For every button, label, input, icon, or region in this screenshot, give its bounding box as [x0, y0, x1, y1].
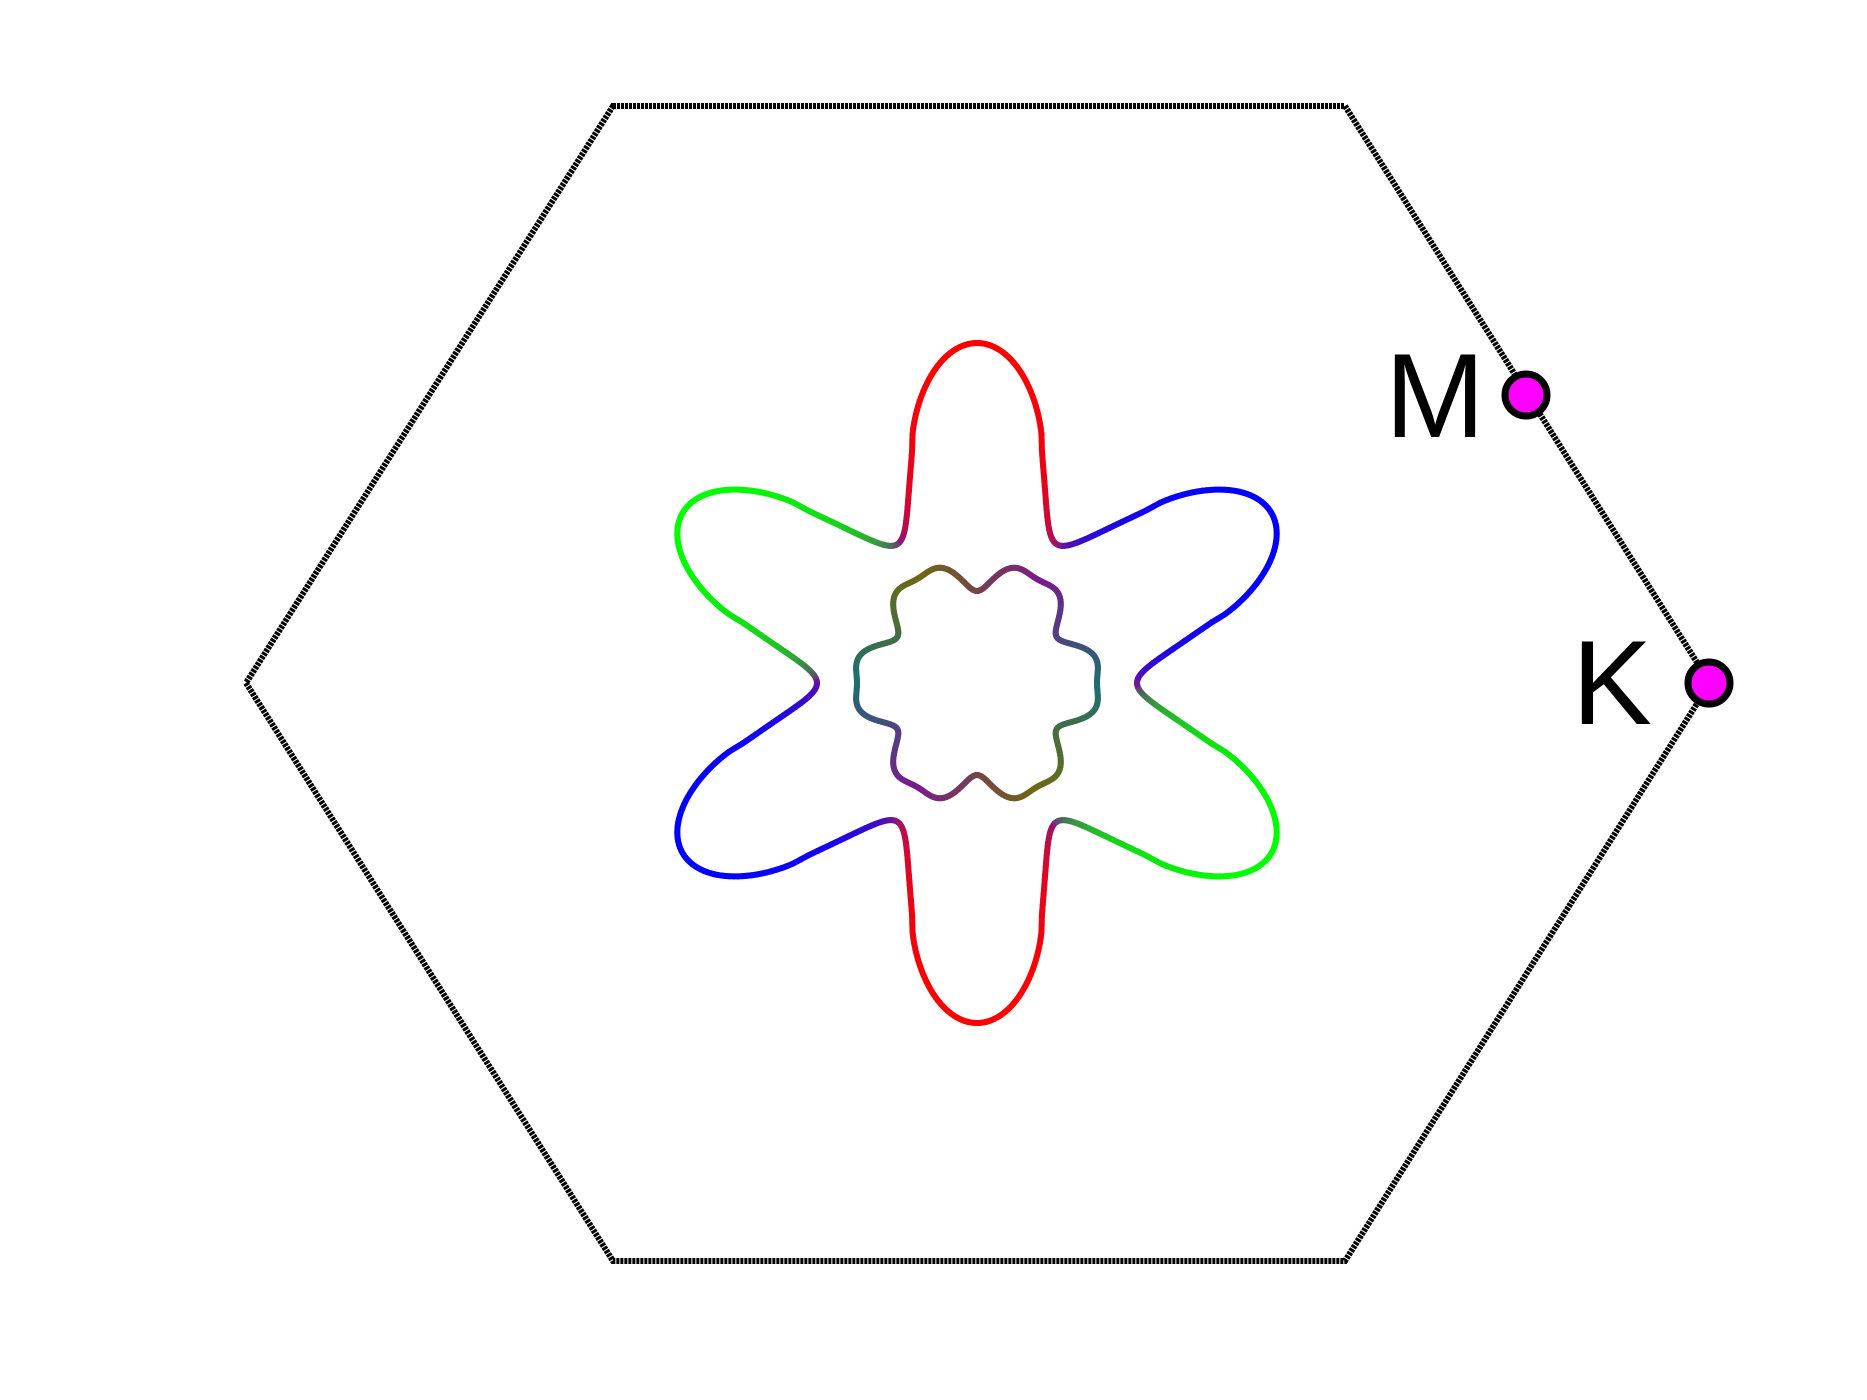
- high-symmetry-point-k: K: [1572, 616, 1734, 750]
- point-m-label: M: [1385, 329, 1485, 463]
- outer-fermi-contour: [674, 340, 1280, 1026]
- high-symmetry-point-m: M: [1385, 329, 1551, 463]
- point-k-label: K: [1572, 616, 1652, 750]
- brillouin-zone-boundary: [242, 103, 1714, 1264]
- point-k-marker: [1684, 658, 1734, 708]
- inner-fermi-contour: [853, 564, 1101, 802]
- point-m-marker: [1501, 370, 1551, 420]
